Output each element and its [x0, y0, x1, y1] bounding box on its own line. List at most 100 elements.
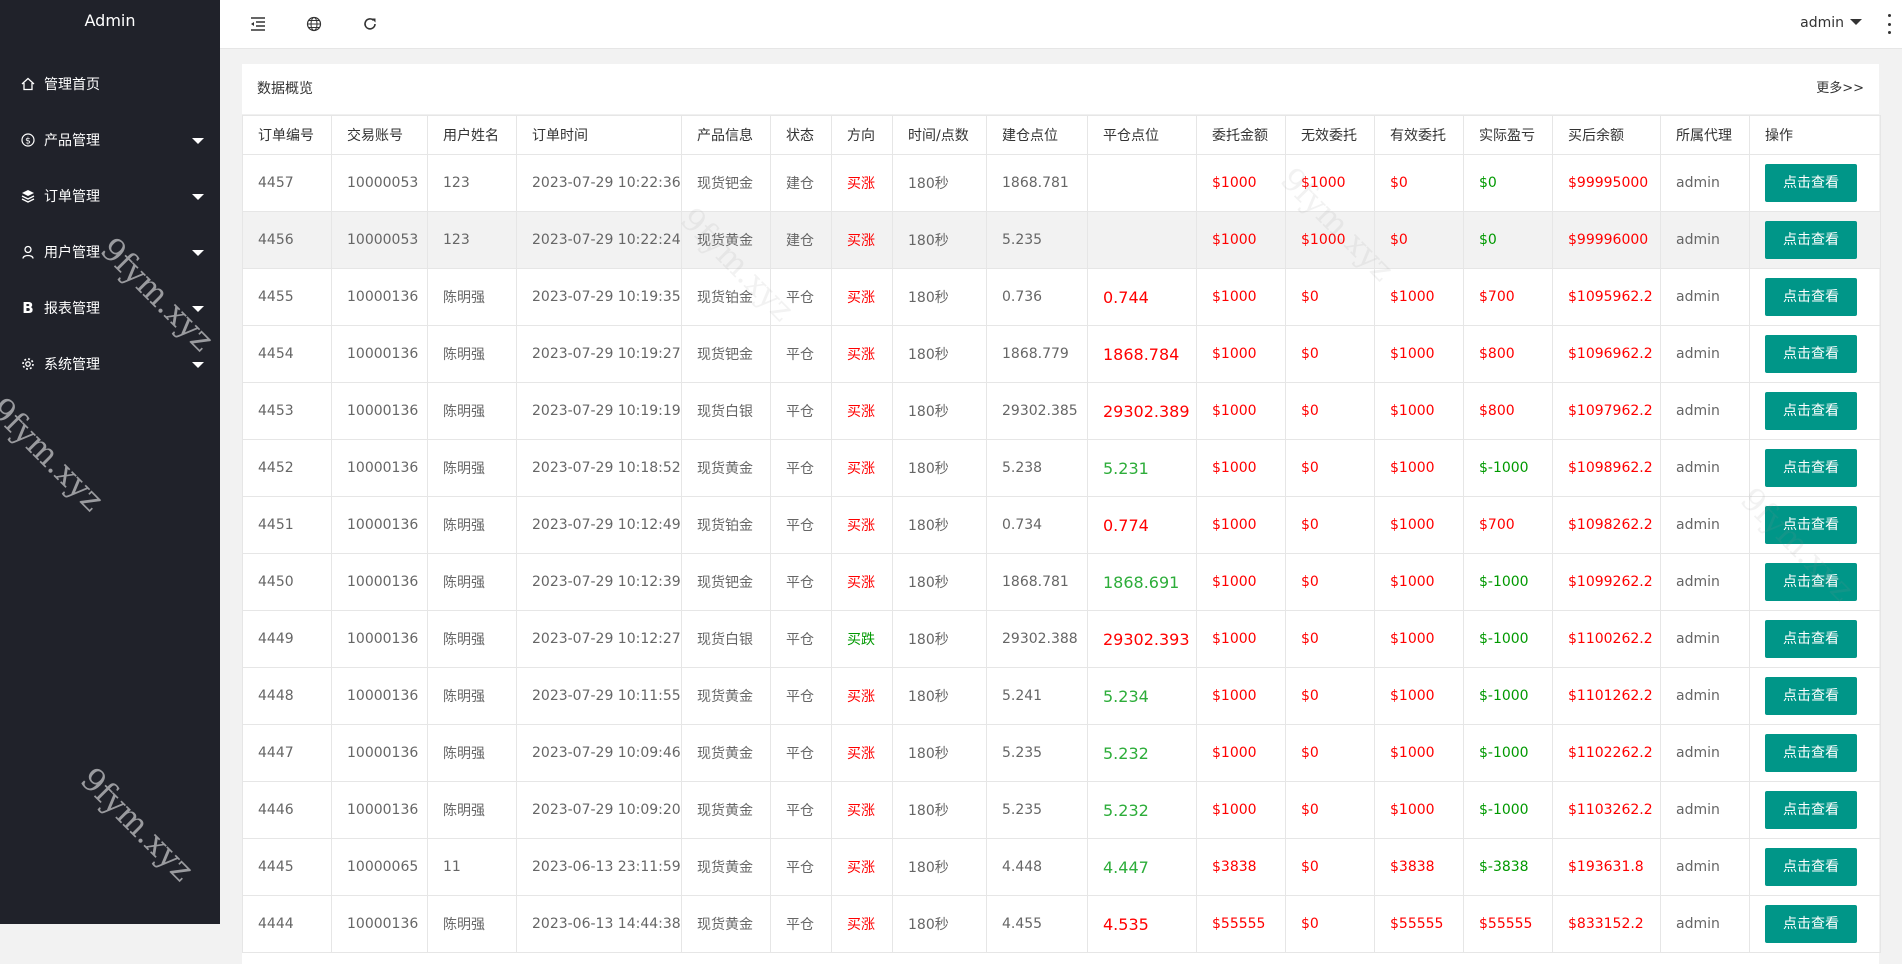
more-link[interactable]: 更多>>: [1816, 81, 1864, 96]
view-details-button[interactable]: 点击查看: [1765, 221, 1857, 259]
view-details-button[interactable]: 点击查看: [1765, 164, 1857, 202]
view-details-button[interactable]: 点击查看: [1765, 620, 1857, 658]
cell-balance: $833152.2: [1552, 895, 1661, 953]
cell-pnl: $-1000: [1463, 553, 1553, 611]
cell-direction: 买涨: [831, 838, 893, 896]
sidebar-item-users[interactable]: 用户管理: [0, 224, 220, 280]
table-row[interactable]: 4456 10000053 123 2023-07-29 10:22:24 现货黄金 建仓…: [242, 211, 1881, 269]
cell-order-id: 4455: [242, 268, 332, 326]
table-row[interactable]: 4446 10000136 陈明强 2023-07-29 10:09:20 现货黄金 平仓…: [242, 781, 1881, 839]
cell-direction: 买涨: [831, 667, 893, 725]
cell-open-price: 1868.781: [986, 154, 1088, 212]
cell-order-id: 4447: [242, 724, 332, 782]
view-details-button[interactable]: 点击查看: [1765, 848, 1857, 886]
table-row[interactable]: 4450 10000136 陈明强 2023-07-29 10:12:39 现货钯金 平仓…: [242, 553, 1881, 611]
sidebar: Admin 管理首页 $ 产品管理 订单管理 用户管理: [0, 0, 220, 924]
cell-agent: admin: [1660, 268, 1750, 326]
column-header: 订单编号: [242, 115, 332, 155]
table-row[interactable]: 4444 10000136 陈明强 2023-06-13 14:44:38 现货黄金 平仓…: [242, 895, 1881, 953]
view-details-button[interactable]: 点击查看: [1765, 335, 1857, 373]
cell-duration: 180秒: [892, 325, 987, 383]
cell-valid: $0: [1374, 211, 1464, 269]
cell-account: 10000053: [331, 154, 428, 212]
cell-agent: admin: [1660, 382, 1750, 440]
sidebar-item-system[interactable]: 系统管理: [0, 336, 220, 392]
cell-duration: 180秒: [892, 553, 987, 611]
cell-entrust: $1000: [1196, 724, 1286, 782]
view-details-button[interactable]: 点击查看: [1765, 449, 1857, 487]
cell-status: 平仓: [770, 325, 832, 383]
layers-icon: [20, 188, 36, 204]
view-details-button[interactable]: 点击查看: [1765, 791, 1857, 829]
cell-agent: admin: [1660, 211, 1750, 269]
cell-invalid: $0: [1285, 439, 1375, 497]
cell-duration: 180秒: [892, 724, 987, 782]
cell-order-time: 2023-06-13 23:11:59: [516, 838, 682, 896]
cell-invalid: $0: [1285, 382, 1375, 440]
table-row[interactable]: 4457 10000053 123 2023-07-29 10:22:36 现货钯金 建仓…: [242, 154, 1881, 212]
user-menu[interactable]: admin: [1800, 0, 1862, 46]
more-vertical-icon[interactable]: [1886, 14, 1892, 34]
view-details-button[interactable]: 点击查看: [1765, 905, 1857, 943]
cell-balance: $1098962.2: [1552, 439, 1661, 497]
cell-agent: admin: [1660, 325, 1750, 383]
cell-direction: 买涨: [831, 154, 893, 212]
view-details-button[interactable]: 点击查看: [1765, 392, 1857, 430]
table-row[interactable]: 4451 10000136 陈明强 2023-07-29 10:12:49 现货铂金 平仓…: [242, 496, 1881, 554]
cell-invalid: $0: [1285, 268, 1375, 326]
table-row[interactable]: 4448 10000136 陈明强 2023-07-29 10:11:55 现货黄金 平仓…: [242, 667, 1881, 725]
cell-close-price: 5.232: [1087, 724, 1197, 782]
menu-fold-icon[interactable]: [248, 14, 268, 34]
cell-open-price: 4.455: [986, 895, 1088, 953]
cell-product: 现货黄金: [681, 439, 771, 497]
view-details-button[interactable]: 点击查看: [1765, 278, 1857, 316]
cell-product: 现货黄金: [681, 838, 771, 896]
table-row[interactable]: 4445 10000065 11 2023-06-13 23:11:59 现货黄金 平仓买…: [242, 838, 1881, 896]
sidebar-item-home[interactable]: 管理首页: [0, 56, 220, 112]
sidebar-item-label: 系统管理: [44, 357, 100, 373]
table-row[interactable]: 4454 10000136 陈明强 2023-07-29 10:19:27 现货钯金 平仓…: [242, 325, 1881, 383]
table-row[interactable]: 4452 10000136 陈明强 2023-07-29 10:18:52 现货黄金 平仓…: [242, 439, 1881, 497]
cell-close-price: 5.231: [1087, 439, 1197, 497]
cell-balance: $1103262.2: [1552, 781, 1661, 839]
cell-account: 10000065: [331, 838, 428, 896]
globe-icon[interactable]: [304, 14, 324, 34]
cell-account: 10000136: [331, 895, 428, 953]
table-row[interactable]: 4449 10000136 陈明强 2023-07-29 10:12:27 现货白银 平仓…: [242, 610, 1881, 668]
refresh-icon[interactable]: [360, 14, 380, 34]
sidebar-item-products[interactable]: $ 产品管理: [0, 112, 220, 168]
brand-logo[interactable]: Admin: [84, 11, 136, 30]
cell-action: 点击查看: [1749, 325, 1881, 383]
cell-account: 10000136: [331, 667, 428, 725]
cell-balance: $1097962.2: [1552, 382, 1661, 440]
cell-order-time: 2023-07-29 10:09:20: [516, 781, 682, 839]
view-details-button[interactable]: 点击查看: [1765, 506, 1857, 544]
table-row[interactable]: 4455 10000136 陈明强 2023-07-29 10:19:35 现货铂金 平仓…: [242, 268, 1881, 326]
cell-close-price: 29302.393: [1087, 610, 1197, 668]
cell-pnl: $800: [1463, 382, 1553, 440]
cell-invalid: $0: [1285, 667, 1375, 725]
cell-action: 点击查看: [1749, 895, 1881, 953]
cell-valid: $1000: [1374, 439, 1464, 497]
table-row[interactable]: 4447 10000136 陈明强 2023-07-29 10:09:46 现货黄金 平仓…: [242, 724, 1881, 782]
cell-action: 点击查看: [1749, 667, 1881, 725]
cell-agent: admin: [1660, 667, 1750, 725]
cell-valid: $55555: [1374, 895, 1464, 953]
cell-duration: 180秒: [892, 268, 987, 326]
column-header: 订单时间: [516, 115, 682, 155]
cell-open-price: 1868.781: [986, 553, 1088, 611]
cell-product: 现货黄金: [681, 667, 771, 725]
view-details-button[interactable]: 点击查看: [1765, 677, 1857, 715]
table-row[interactable]: 4453 10000136 陈明强 2023-07-29 10:19:19 现货白银 平仓…: [242, 382, 1881, 440]
view-details-button[interactable]: 点击查看: [1765, 563, 1857, 601]
cell-product: 现货钯金: [681, 553, 771, 611]
cell-account: 10000136: [331, 553, 428, 611]
column-header: 产品信息: [681, 115, 771, 155]
cell-direction: 买涨: [831, 724, 893, 782]
view-details-button[interactable]: 点击查看: [1765, 734, 1857, 772]
sidebar-item-reports[interactable]: B 报表管理: [0, 280, 220, 336]
sidebar-item-orders[interactable]: 订单管理: [0, 168, 220, 224]
cell-status: 平仓: [770, 838, 832, 896]
cell-duration: 180秒: [892, 211, 987, 269]
cell-open-price: 5.235: [986, 211, 1088, 269]
